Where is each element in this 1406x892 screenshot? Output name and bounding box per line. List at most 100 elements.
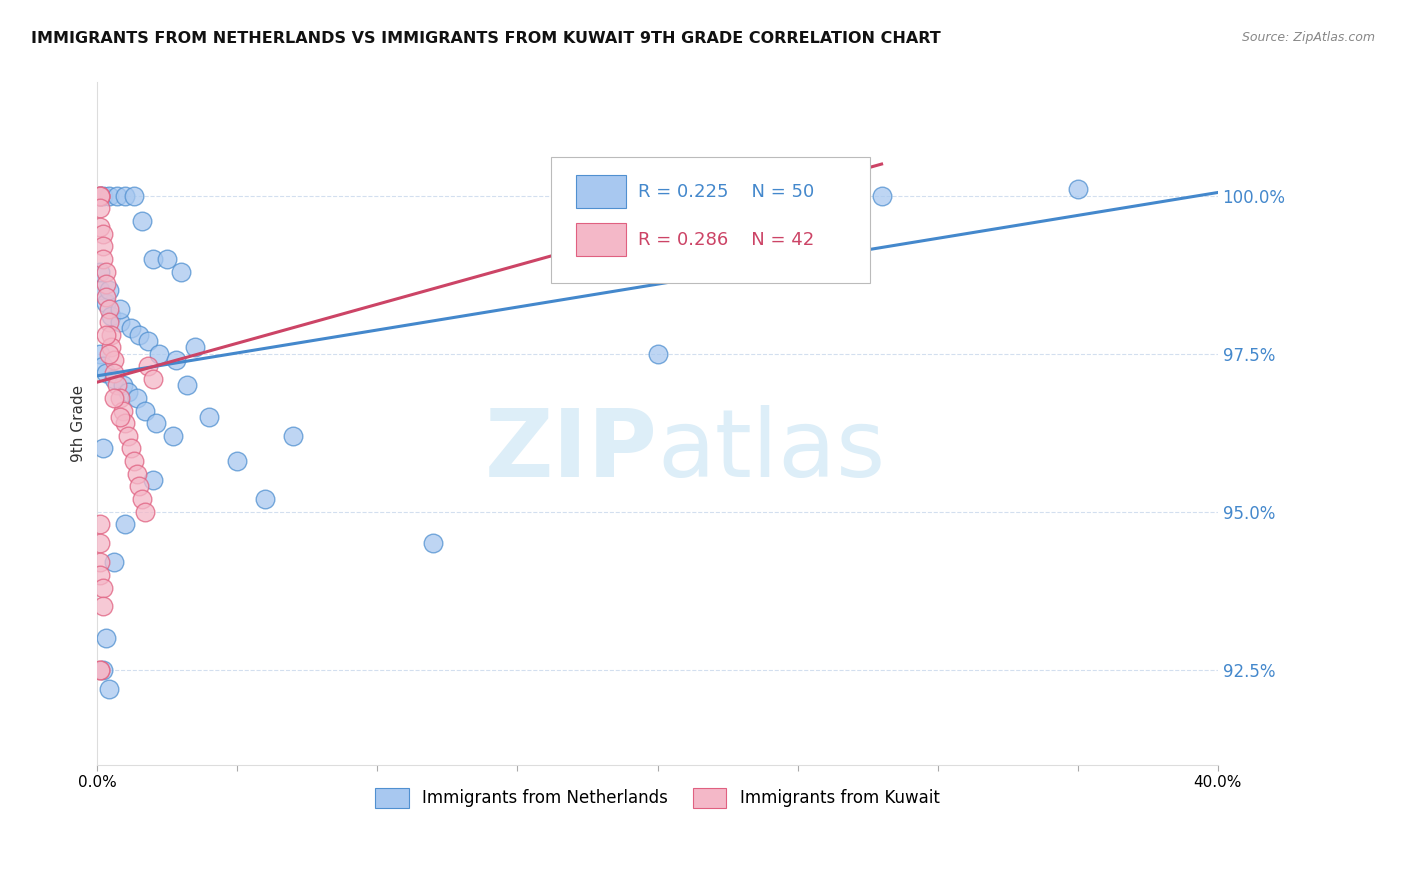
Point bbox=[136, 359, 159, 374]
Point bbox=[131, 214, 153, 228]
Point bbox=[89, 220, 111, 235]
Point bbox=[97, 188, 120, 202]
Point bbox=[89, 536, 111, 550]
Point bbox=[283, 429, 305, 443]
Text: R = 0.286    N = 42: R = 0.286 N = 42 bbox=[638, 231, 814, 249]
Point bbox=[91, 239, 114, 253]
Point bbox=[89, 188, 111, 202]
Point bbox=[108, 391, 131, 405]
Point bbox=[176, 378, 198, 392]
Point bbox=[89, 284, 111, 298]
Point bbox=[97, 347, 120, 361]
Text: ZIP: ZIP bbox=[485, 404, 658, 497]
Point bbox=[142, 252, 165, 266]
Point bbox=[108, 302, 131, 317]
Point bbox=[1066, 182, 1088, 196]
Point bbox=[226, 454, 249, 468]
Point bbox=[103, 391, 125, 405]
Point bbox=[422, 536, 444, 550]
Point bbox=[103, 366, 125, 380]
Point bbox=[89, 555, 111, 569]
Point bbox=[117, 384, 139, 399]
Point bbox=[111, 403, 134, 417]
Point bbox=[94, 290, 117, 304]
Point bbox=[100, 340, 122, 354]
Point bbox=[162, 429, 184, 443]
Text: Source: ZipAtlas.com: Source: ZipAtlas.com bbox=[1241, 31, 1375, 45]
Point bbox=[125, 467, 148, 481]
Point bbox=[89, 347, 111, 361]
Point bbox=[120, 442, 142, 456]
Point bbox=[89, 188, 111, 202]
Point bbox=[134, 403, 156, 417]
Point bbox=[94, 631, 117, 645]
Point bbox=[128, 327, 150, 342]
Point bbox=[108, 315, 131, 329]
Point bbox=[94, 264, 117, 278]
Point bbox=[170, 264, 193, 278]
Point bbox=[100, 327, 122, 342]
Point bbox=[117, 429, 139, 443]
Point bbox=[91, 581, 114, 595]
Point bbox=[94, 296, 117, 310]
Point bbox=[105, 378, 128, 392]
Point bbox=[89, 663, 111, 677]
Point bbox=[142, 372, 165, 386]
Point bbox=[870, 188, 893, 202]
Point bbox=[125, 391, 148, 405]
Point bbox=[114, 188, 136, 202]
Point bbox=[156, 252, 179, 266]
Point bbox=[122, 454, 145, 468]
Point bbox=[91, 252, 114, 266]
Point bbox=[97, 284, 120, 298]
Point bbox=[131, 491, 153, 506]
FancyBboxPatch shape bbox=[575, 176, 626, 208]
Point bbox=[89, 517, 111, 532]
Point bbox=[111, 378, 134, 392]
Point bbox=[120, 321, 142, 335]
Point bbox=[91, 359, 114, 374]
Point bbox=[89, 188, 111, 202]
Point bbox=[165, 353, 187, 368]
Text: IMMIGRANTS FROM NETHERLANDS VS IMMIGRANTS FROM KUWAIT 9TH GRADE CORRELATION CHAR: IMMIGRANTS FROM NETHERLANDS VS IMMIGRANT… bbox=[31, 31, 941, 46]
Point bbox=[89, 568, 111, 582]
Point bbox=[114, 416, 136, 430]
Point bbox=[122, 188, 145, 202]
FancyBboxPatch shape bbox=[575, 223, 626, 256]
Point bbox=[89, 663, 111, 677]
Point bbox=[198, 409, 221, 424]
Point bbox=[136, 334, 159, 348]
Point bbox=[134, 505, 156, 519]
Text: R = 0.225    N = 50: R = 0.225 N = 50 bbox=[638, 183, 814, 201]
Point bbox=[108, 409, 131, 424]
Point bbox=[105, 188, 128, 202]
Point bbox=[89, 202, 111, 216]
Point bbox=[100, 309, 122, 323]
Point bbox=[103, 353, 125, 368]
FancyBboxPatch shape bbox=[551, 157, 870, 284]
Point bbox=[142, 473, 165, 487]
Point bbox=[89, 188, 111, 202]
Point bbox=[254, 491, 277, 506]
Point bbox=[94, 327, 117, 342]
Point bbox=[647, 347, 669, 361]
Point bbox=[148, 347, 170, 361]
Point bbox=[94, 277, 117, 292]
Point bbox=[91, 227, 114, 241]
Point bbox=[89, 264, 111, 278]
Point bbox=[145, 416, 167, 430]
Point bbox=[103, 555, 125, 569]
Point bbox=[184, 340, 207, 354]
Point bbox=[97, 302, 120, 317]
Point bbox=[91, 442, 114, 456]
Legend: Immigrants from Netherlands, Immigrants from Kuwait: Immigrants from Netherlands, Immigrants … bbox=[368, 781, 946, 814]
Point bbox=[91, 663, 114, 677]
Point bbox=[97, 315, 120, 329]
Y-axis label: 9th Grade: 9th Grade bbox=[72, 384, 86, 462]
Point bbox=[128, 479, 150, 493]
Text: atlas: atlas bbox=[658, 404, 886, 497]
Point bbox=[91, 599, 114, 614]
Point bbox=[114, 517, 136, 532]
Point bbox=[591, 220, 613, 235]
Point bbox=[94, 366, 117, 380]
